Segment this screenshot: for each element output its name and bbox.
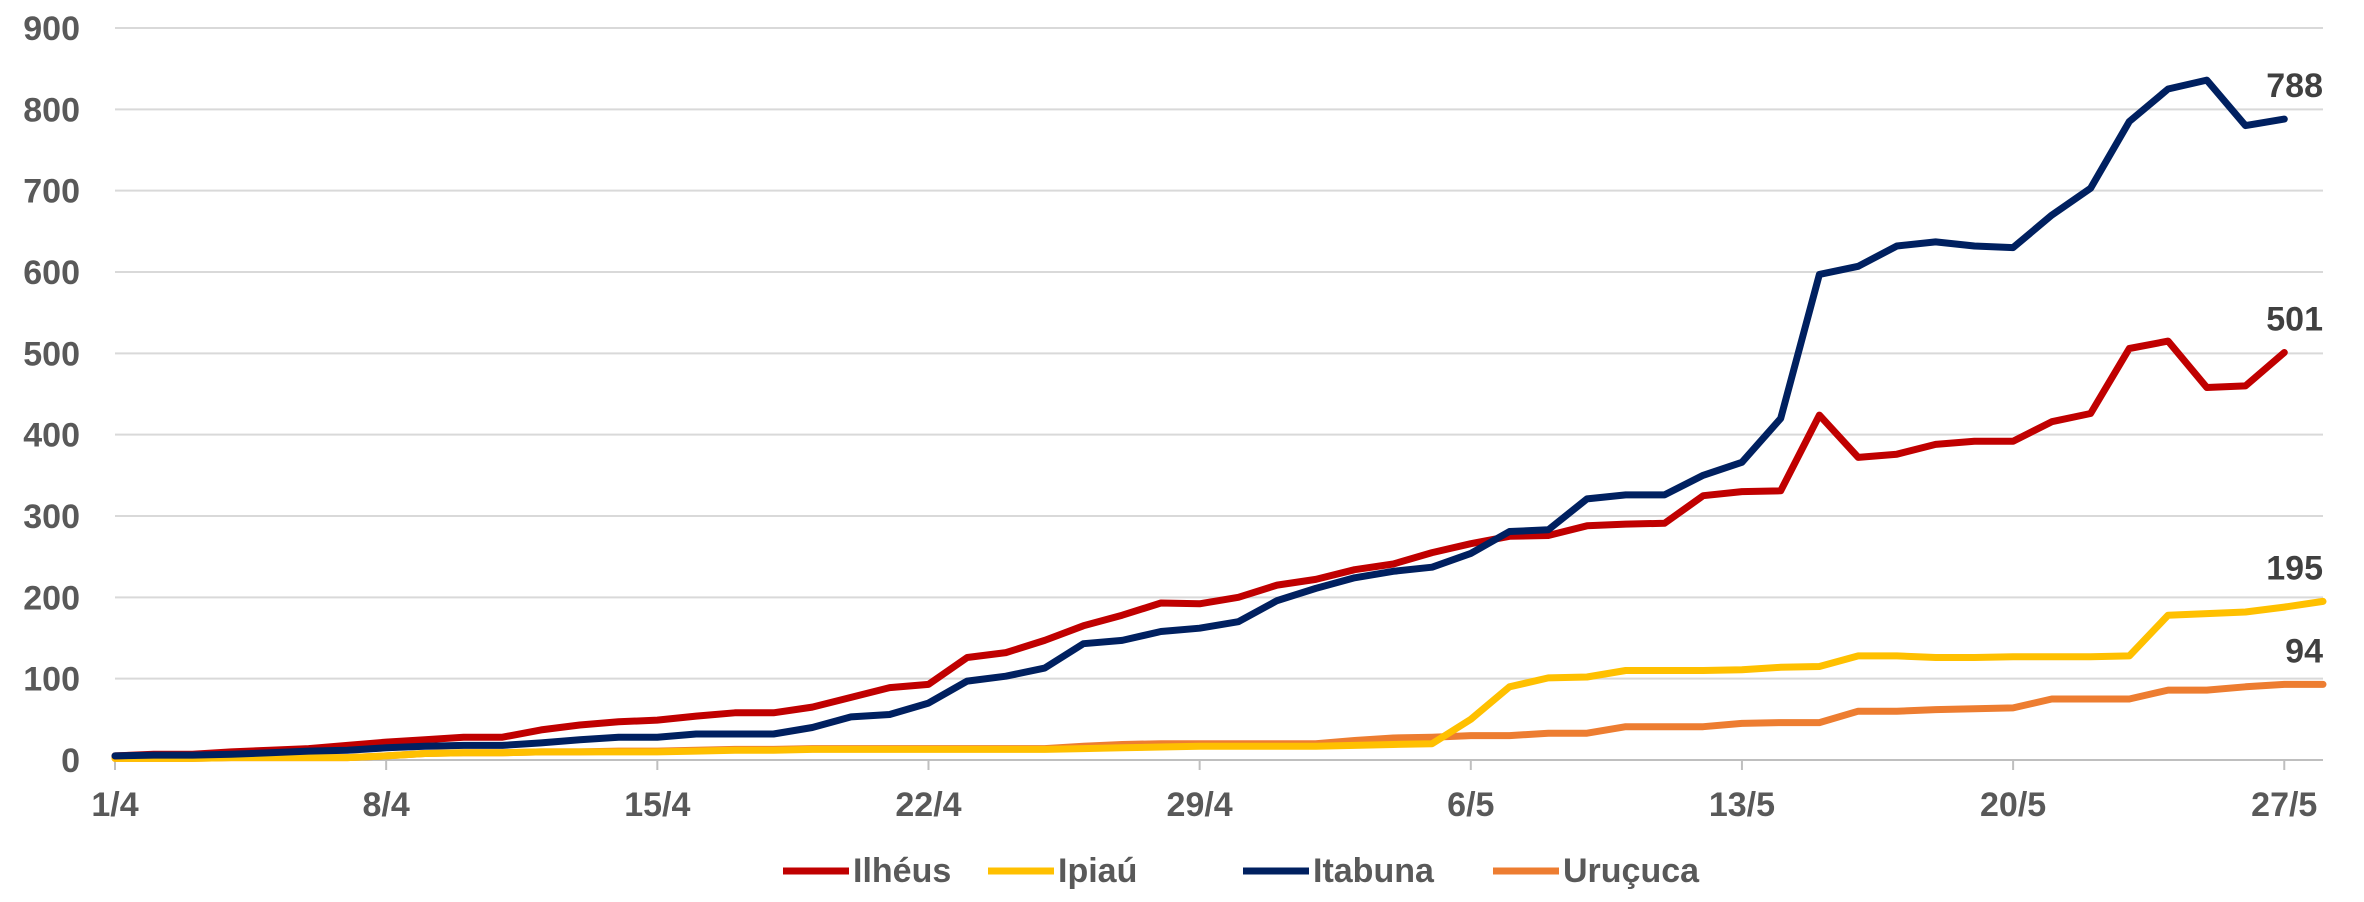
x-tick-label: 27/5	[2251, 786, 2317, 824]
series-line-2	[111, 76, 2288, 760]
legend: Ilhéus Ipiaú Itabuna Uruçuca	[783, 852, 1700, 890]
x-tick-label: 20/5	[1980, 786, 2046, 824]
y-tick-label: 800	[23, 91, 80, 129]
legend-label: Itabuna	[1313, 852, 1435, 890]
x-tick-label: 22/4	[895, 786, 961, 824]
x-axis-ticks: 1/4 8/4 15/4 22/4 29/4 6/5 13/5 20/5 27/5	[91, 760, 2317, 824]
y-tick-label: 300	[23, 498, 80, 536]
x-tick-label: 8/4	[363, 786, 410, 824]
end-label-2: 788	[2266, 67, 2323, 105]
x-tick-label: 29/4	[1167, 786, 1233, 824]
y-axis-ticks: 0 100 200 300 400 500 600 700 800 900	[23, 10, 80, 780]
x-tick-label: 1/4	[91, 786, 138, 824]
end-label-1: 195	[2266, 549, 2323, 587]
end-label-0: 501	[2266, 301, 2323, 339]
legend-label: Ipiaú	[1058, 852, 1137, 890]
gridlines	[115, 27, 2323, 761]
end-value-labels: 501 195 788 94	[2266, 67, 2323, 670]
end-label-3: 94	[2285, 632, 2323, 670]
series-lines	[111, 76, 2327, 762]
series-line-1	[111, 597, 2327, 762]
series-line-0	[111, 337, 2288, 760]
y-tick-label: 400	[23, 417, 80, 455]
x-tick-label: 6/5	[1447, 786, 1494, 824]
y-tick-label: 600	[23, 254, 80, 292]
y-tick-label: 900	[23, 10, 80, 48]
y-tick-label: 0	[61, 742, 80, 780]
x-tick-label: 13/5	[1709, 786, 1775, 824]
legend-label: Uruçuca	[1563, 852, 1700, 890]
x-tick-label: 15/4	[624, 786, 690, 824]
y-tick-label: 200	[23, 579, 80, 617]
y-tick-label: 700	[23, 173, 80, 211]
legend-label: Ilhéus	[853, 852, 951, 890]
y-tick-label: 100	[23, 661, 80, 699]
y-tick-label: 500	[23, 335, 80, 373]
